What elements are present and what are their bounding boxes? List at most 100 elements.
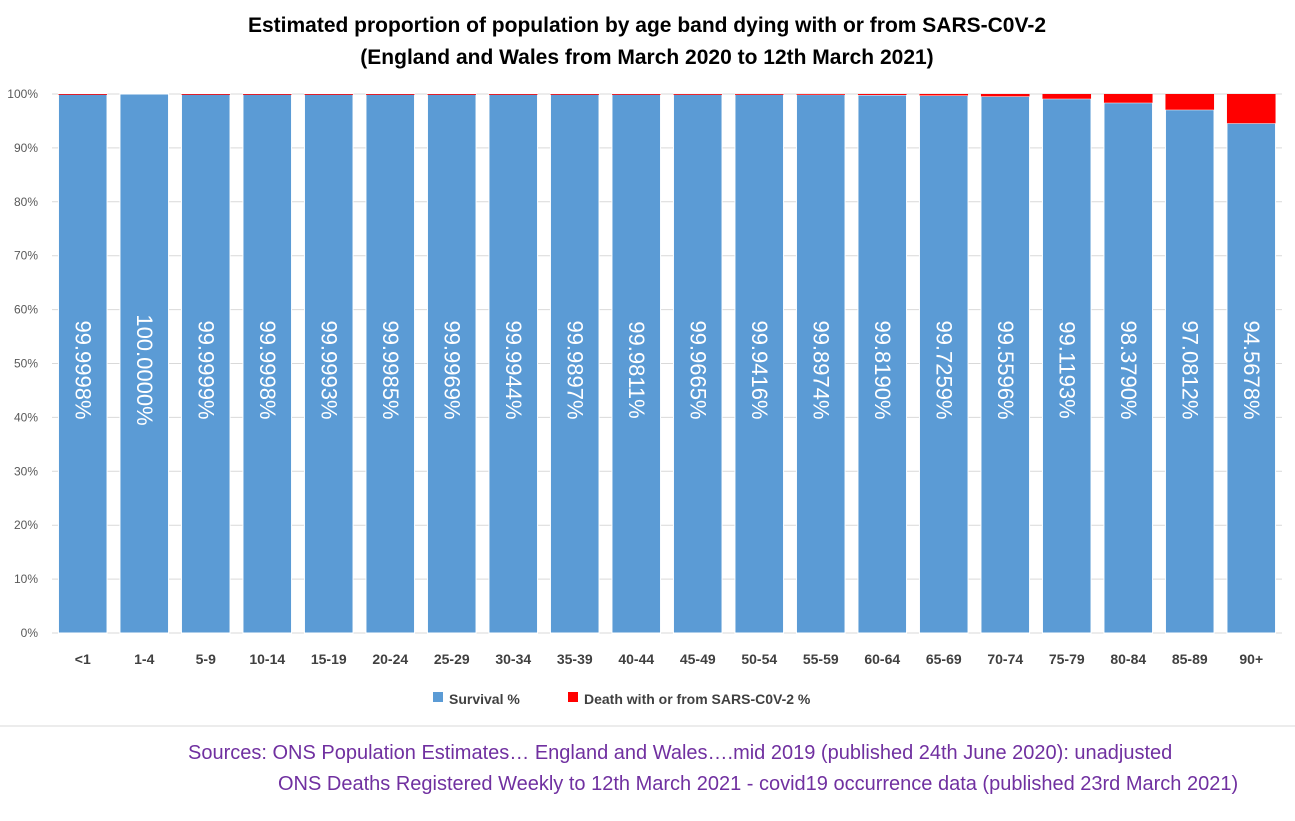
data-label: 99.8974% <box>808 320 833 419</box>
x-tick-label: 40-44 <box>618 651 654 667</box>
bar-death <box>1165 94 1215 110</box>
y-tick-label: 20% <box>14 518 38 532</box>
data-label: 99.9985% <box>378 320 403 419</box>
data-label: 99.9969% <box>439 320 464 419</box>
bar-survival <box>242 93 293 634</box>
x-tick-label: 70-74 <box>987 651 1023 667</box>
data-label: 99.9897% <box>562 320 587 419</box>
bar-death <box>796 94 846 95</box>
bar-survival <box>426 93 477 634</box>
sources-note: Sources: ONS Population Estimates… Engla… <box>188 738 1238 800</box>
bar-survival <box>57 93 108 634</box>
bar-death <box>734 94 784 95</box>
bar-death <box>611 94 661 95</box>
bar-survival <box>1226 122 1277 634</box>
x-tick-label: 10-14 <box>249 651 285 667</box>
x-tick-label: 1-4 <box>134 651 154 667</box>
chart-title-line-1: Estimated proportion of population by ag… <box>248 14 1046 37</box>
bar-death <box>58 94 108 95</box>
bar-survival <box>980 95 1031 634</box>
x-tick-label: 45-49 <box>680 651 716 667</box>
data-label: 99.8190% <box>870 320 895 419</box>
data-label: 99.9944% <box>501 320 526 419</box>
bar-survival <box>795 94 846 634</box>
x-tick-label: 15-19 <box>311 651 347 667</box>
data-label: 99.9993% <box>316 320 341 419</box>
data-label: 99.1193% <box>1054 321 1079 418</box>
x-tick-label: 50-54 <box>741 651 777 667</box>
y-tick-label: 30% <box>14 464 38 478</box>
bar-death <box>1226 94 1276 124</box>
data-label: 99.9998% <box>255 320 280 419</box>
legend-label-survival: Survival % <box>449 691 520 707</box>
data-label: 97.0812% <box>1177 320 1202 419</box>
legend-label-death: Death with or from SARS-C0V-2 % <box>584 691 811 707</box>
bar-death <box>1103 94 1153 103</box>
data-label: 99.9999% <box>193 320 218 419</box>
gridlines <box>52 93 1282 634</box>
data-label: 99.9416% <box>747 320 772 419</box>
x-tick-label: 75-79 <box>1049 651 1085 667</box>
bar-survival <box>180 93 231 634</box>
bar-death <box>242 94 292 95</box>
bar-death <box>427 94 477 95</box>
y-tick-label: 90% <box>14 141 38 155</box>
y-tick-label: 40% <box>14 410 38 424</box>
bar-death <box>1042 94 1092 99</box>
y-tick-label: 100% <box>7 87 38 101</box>
bar-death <box>919 94 969 96</box>
sources-line-2: ONS Deaths Registered Weekly to 12th Mar… <box>278 773 1239 795</box>
x-tick-label: 35-39 <box>557 651 593 667</box>
sources-line-1: Sources: ONS Population Estimates… Engla… <box>188 742 1173 764</box>
y-axis-ticks: 0% 10% 20% 30% 40% 50% 60% 70% 80% 90% 100% <box>7 87 38 640</box>
data-label: 99.5596% <box>993 320 1018 419</box>
data-label: 94.5678% <box>1239 320 1264 419</box>
y-tick-label: 50% <box>14 357 38 371</box>
data-label: 98.3790% <box>1116 320 1141 419</box>
bar-survival <box>611 93 662 634</box>
bar-survival <box>119 93 170 634</box>
bar-survival <box>1164 109 1215 634</box>
legend-swatch-survival <box>433 692 443 702</box>
bar-survival <box>1103 102 1154 634</box>
bar-death <box>673 94 723 95</box>
x-tick-label: 80-84 <box>1110 651 1146 667</box>
y-tick-label: 10% <box>14 572 38 586</box>
x-tick-label: 5-9 <box>196 651 216 667</box>
bar-survival <box>365 93 416 634</box>
bar-survival <box>672 93 723 634</box>
chart-title-line-2: (England and Wales from March 2020 to 12… <box>360 46 933 69</box>
bar-survival <box>918 94 969 634</box>
x-tick-label: 60-64 <box>864 651 900 667</box>
bar-death <box>304 94 354 95</box>
x-tick-label: 90+ <box>1239 651 1263 667</box>
x-tick-label: 30-34 <box>495 651 531 667</box>
bar-survival <box>303 93 354 634</box>
bars: 99.9998% 100.0000% 99.9999% 99.9998% 99.9993… <box>57 93 1277 634</box>
bar-survival <box>1041 98 1092 634</box>
y-tick-label: 0% <box>21 626 39 640</box>
data-label: 100.0000% <box>132 314 157 425</box>
bar-survival <box>857 94 908 634</box>
x-tick-label: 65-69 <box>926 651 962 667</box>
data-label: 99.9665% <box>685 320 710 419</box>
x-tick-label: 55-59 <box>803 651 839 667</box>
bar-death <box>365 94 415 95</box>
x-tick-label: <1 <box>75 651 91 667</box>
y-tick-label: 60% <box>14 303 38 317</box>
bar-survival <box>734 93 785 634</box>
y-tick-label: 80% <box>14 195 38 209</box>
bar-death <box>980 94 1030 97</box>
x-tick-label: 20-24 <box>372 651 408 667</box>
bar-survival <box>488 93 539 634</box>
bar-death <box>488 94 538 95</box>
y-tick-label: 70% <box>14 249 38 263</box>
x-tick-label: 25-29 <box>434 651 470 667</box>
x-axis-labels: <1 1-4 5-9 10-14 15-19 20-24 25-29 30-34 35-39 40… <box>75 651 1263 667</box>
bar-death <box>550 94 600 95</box>
data-label: 99.7259% <box>931 320 956 419</box>
legend-swatch-death <box>568 692 578 702</box>
data-label: 99.9998% <box>70 320 95 419</box>
legend: Survival % Death with or from SARS-C0V-2… <box>433 691 811 707</box>
